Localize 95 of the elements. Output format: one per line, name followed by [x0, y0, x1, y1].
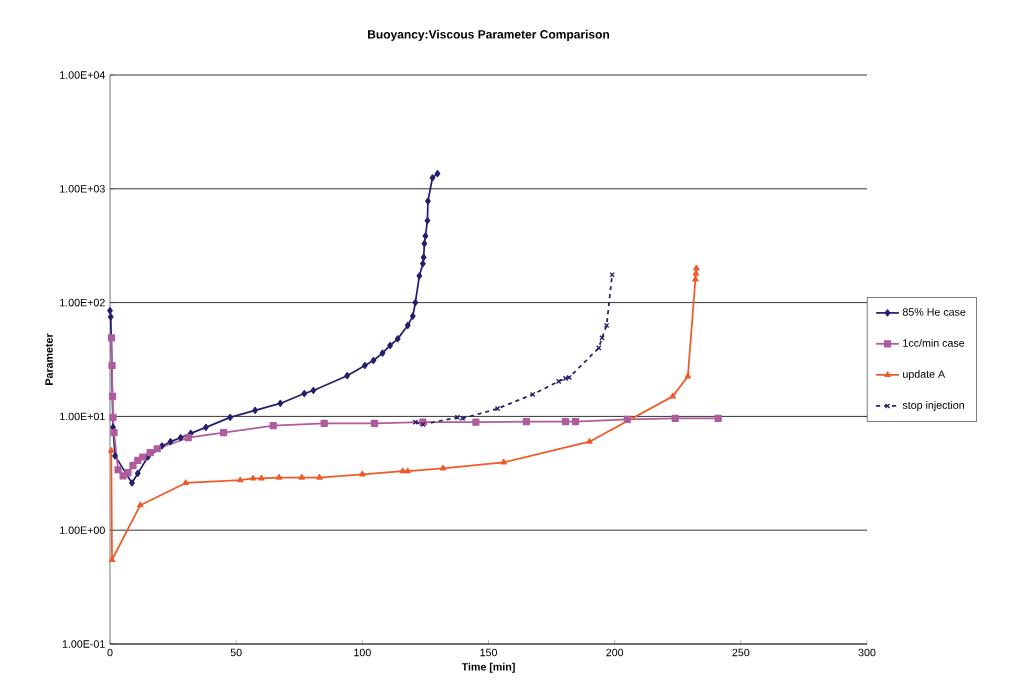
point [529, 391, 536, 398]
legend-label: 85% He case [902, 308, 966, 316]
point [114, 466, 122, 474]
point [586, 438, 593, 444]
point [671, 414, 679, 423]
point [421, 240, 428, 248]
point [404, 467, 411, 474]
x-tick-label: 200 [606, 648, 624, 657]
legend-label: 1cc/min case [903, 338, 965, 347]
point [320, 419, 328, 427]
point [669, 392, 676, 399]
point [359, 470, 366, 477]
point [599, 335, 605, 341]
point [379, 349, 386, 357]
point [237, 476, 244, 483]
point [134, 469, 141, 477]
point [129, 461, 137, 470]
point [167, 438, 174, 446]
point [107, 307, 113, 315]
x-tick-label: 100 [354, 648, 371, 657]
point [561, 418, 570, 426]
point [108, 556, 116, 562]
point [219, 429, 228, 437]
point [252, 406, 258, 414]
x-tick-label: 0 [107, 648, 113, 657]
point [277, 399, 284, 408]
point [714, 414, 722, 423]
point [108, 392, 117, 400]
point [409, 312, 416, 320]
point [596, 345, 602, 351]
chart-title: Buoyancy:Viscous Parameter Comparison [368, 29, 609, 41]
point [107, 334, 116, 342]
point [146, 449, 154, 457]
point [275, 473, 283, 480]
x-tick-label: 250 [732, 648, 750, 657]
point [693, 264, 700, 271]
point [425, 197, 431, 205]
legend-label: stop injection [902, 401, 964, 412]
point [298, 473, 305, 480]
point [500, 458, 507, 465]
point [301, 389, 308, 398]
point [107, 313, 114, 321]
point [110, 429, 118, 437]
point [439, 464, 447, 471]
point [420, 260, 426, 268]
point [692, 269, 700, 276]
point [139, 453, 147, 461]
point [399, 467, 406, 474]
y-tick-label: 1.00E+00 [60, 526, 105, 534]
x-tick-label: 150 [480, 648, 497, 657]
point [361, 361, 368, 370]
point [137, 501, 144, 508]
point [344, 372, 351, 380]
y-tick-label: 1.00E+02 [60, 298, 105, 307]
y-tick-label: 1.00E-01 [62, 640, 105, 648]
point [424, 217, 431, 225]
point [472, 418, 480, 426]
point [316, 473, 323, 480]
point [112, 452, 118, 460]
y-tick-label: 1.00E+04 [60, 71, 105, 79]
point [177, 434, 184, 442]
point [412, 299, 419, 307]
point [394, 335, 401, 343]
legend-label: update A [903, 370, 946, 380]
point [434, 170, 441, 178]
point [522, 418, 530, 426]
point [420, 253, 427, 261]
point [184, 434, 192, 442]
y-tick-label: 1.00E+03 [60, 185, 105, 193]
y-tick-label: 1.00E+01 [60, 412, 105, 421]
x-tick-label: 50 [230, 648, 242, 657]
point [370, 356, 377, 365]
point [416, 272, 423, 280]
point [684, 372, 692, 379]
point [422, 232, 429, 240]
point [310, 386, 317, 395]
point [258, 474, 265, 481]
point [108, 361, 116, 370]
point [571, 418, 580, 426]
point [269, 422, 277, 430]
x-tick-label: 300 [858, 648, 876, 657]
y-axis-title: Parameter [45, 333, 53, 385]
point [429, 174, 436, 182]
point [108, 447, 115, 453]
point [182, 479, 189, 486]
point [249, 474, 257, 481]
point [153, 445, 161, 453]
point [370, 419, 379, 427]
point [124, 469, 132, 477]
point [692, 275, 699, 282]
point [623, 415, 631, 424]
point [109, 413, 117, 422]
point [404, 321, 411, 330]
x-axis-title: Time [min] [461, 662, 515, 673]
point [129, 479, 135, 487]
